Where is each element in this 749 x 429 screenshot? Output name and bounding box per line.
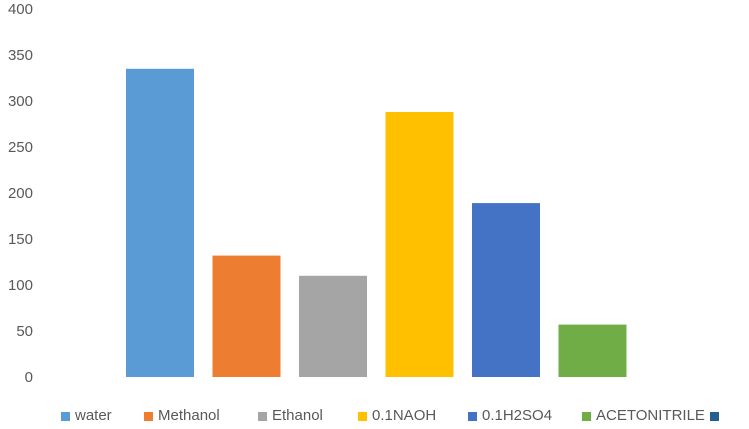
legend-swatch xyxy=(61,412,70,421)
legend-label: ACETONITRILE xyxy=(596,407,705,424)
bar-water xyxy=(126,68,194,378)
y-tick-label: 0 xyxy=(25,369,33,386)
bar-ethanol xyxy=(299,275,367,377)
bar-0-1h2so4 xyxy=(472,203,540,377)
bar-0-1naoh xyxy=(385,112,454,377)
legend-label: Ethanol xyxy=(272,407,323,424)
legend-swatch xyxy=(468,412,477,421)
bar-acetonitrile xyxy=(558,324,627,377)
bar-methanol xyxy=(212,255,281,377)
y-tick-label: 200 xyxy=(8,185,33,202)
legend-swatch xyxy=(358,412,367,421)
legend-swatch xyxy=(258,412,267,421)
legend-label: 0.1NAOH xyxy=(372,407,436,424)
y-axis: 0 50 100 150 200 250 300 350 400 xyxy=(8,1,33,386)
legend: water Methanol Ethanol 0.1NAOH 0.1H2SO4 ACETO… xyxy=(61,407,719,424)
y-tick-label: 350 xyxy=(8,47,33,64)
bars xyxy=(126,68,627,378)
legend-label: water xyxy=(74,407,112,424)
y-tick-label: 400 xyxy=(8,1,33,18)
y-tick-label: 100 xyxy=(8,277,33,294)
y-tick-label: 300 xyxy=(8,93,33,110)
y-tick-label: 250 xyxy=(8,139,33,156)
legend-swatch xyxy=(144,412,153,421)
y-tick-label: 50 xyxy=(16,323,33,340)
legend-swatch xyxy=(710,412,719,421)
legend-label: 0.1H2SO4 xyxy=(482,407,552,424)
legend-label: Methanol xyxy=(158,407,220,424)
y-tick-label: 150 xyxy=(8,231,33,248)
legend-swatch xyxy=(582,412,591,421)
